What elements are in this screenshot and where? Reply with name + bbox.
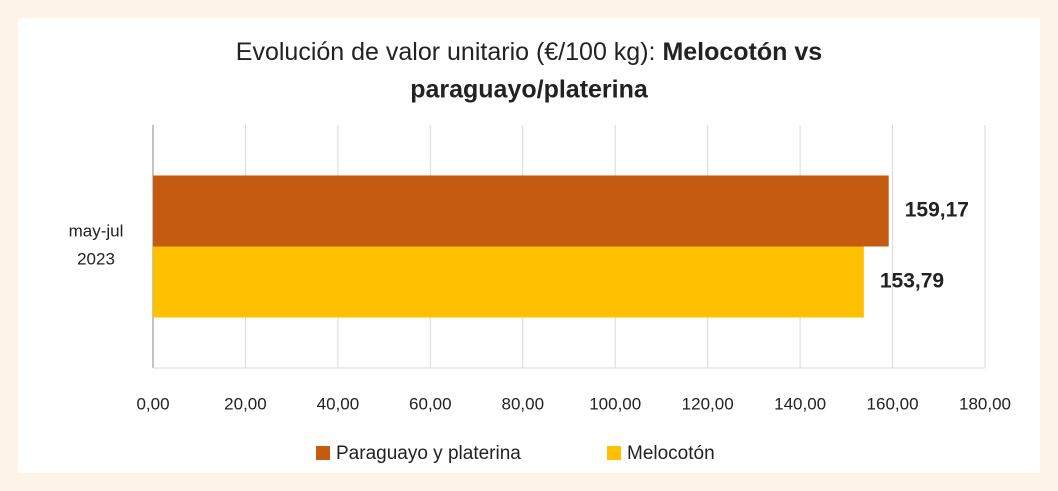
bar: [153, 246, 864, 318]
x-tick-label: 60,00: [409, 394, 452, 413]
x-tick-label: 40,00: [317, 394, 360, 413]
x-tick-label: 0,00: [136, 394, 169, 413]
legend-label: Paraguayo y platerina: [336, 443, 521, 464]
x-tick-label: 100,00: [589, 394, 641, 413]
bar: [153, 175, 889, 247]
legend-item: Paraguayo y platerina: [316, 443, 521, 464]
legend-item: Melocotón: [607, 443, 715, 464]
chart-title-emphasis-start: Melocotón vs: [662, 38, 822, 66]
x-tick-label: 180,00: [959, 394, 1011, 413]
value-label: 159,17: [905, 199, 969, 222]
legend-label: Melocotón: [627, 443, 715, 464]
chart-title: Evolución de valor unitario (€/100 kg):: [236, 38, 656, 66]
x-tick-label: 20,00: [224, 394, 267, 413]
x-tick-label: 80,00: [502, 394, 545, 413]
y-tick-label: may-jul 2023: [69, 222, 124, 269]
chart-title-line2: paraguayo/platerina: [410, 76, 649, 104]
legend-swatch: [316, 446, 330, 460]
x-tick-label: 140,00: [774, 394, 826, 413]
x-tick-label: 160,00: [867, 394, 919, 413]
legend-swatch: [607, 446, 621, 460]
chart-title-line1: Evolución de valor unitario (€/100 kg): …: [236, 38, 822, 66]
x-tick-label: 120,00: [682, 394, 734, 413]
value-label: 153,79: [880, 270, 944, 293]
